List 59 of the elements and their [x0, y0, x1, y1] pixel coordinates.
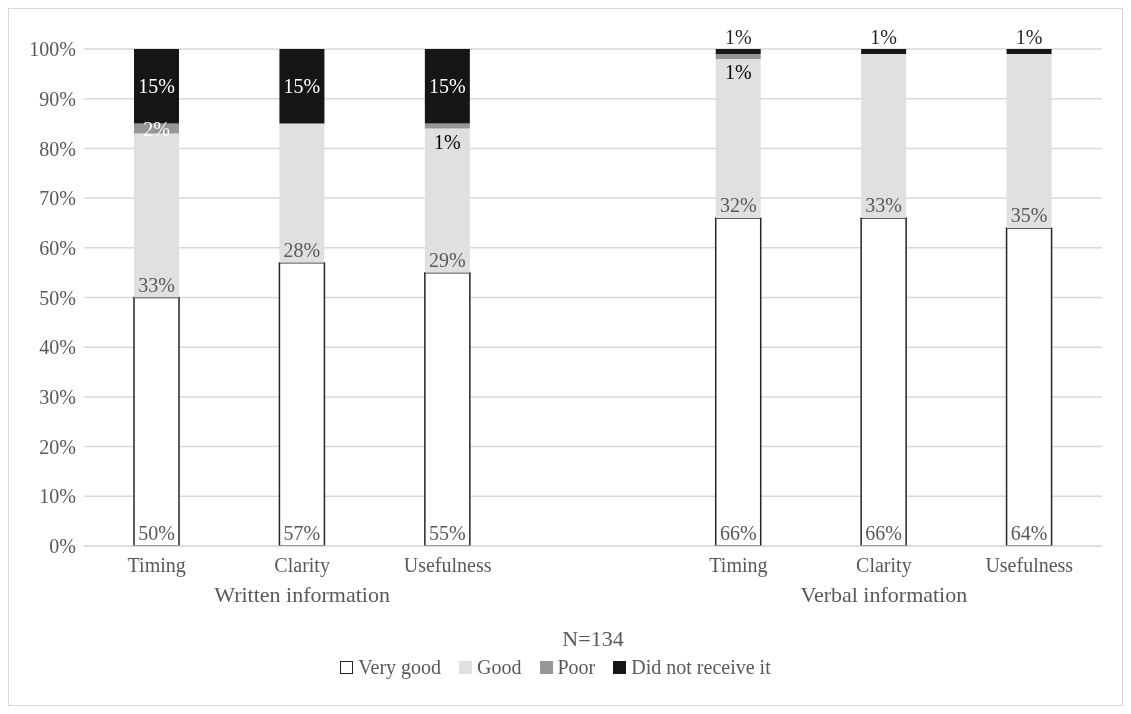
y-tick-label: 20% [39, 435, 76, 458]
legend-label: Poor [556, 656, 596, 679]
bar [279, 49, 325, 124]
data-label: 33% [865, 193, 902, 216]
data-label: 57% [283, 522, 321, 544]
y-tick-label: 60% [39, 236, 76, 259]
bar [278, 261, 326, 546]
data-label: 66% [865, 522, 902, 544]
bar [715, 53, 761, 59]
data-label: 29% [429, 248, 466, 271]
bar [424, 123, 470, 129]
x-tick-label: Timing [709, 554, 768, 577]
data-label: 28% [283, 238, 321, 261]
bar [424, 271, 471, 546]
data-label: 1% [434, 130, 461, 153]
bar [1005, 227, 1053, 546]
data-label: 32% [719, 193, 757, 216]
data-label: 2% [143, 117, 170, 140]
y-tick-label: 50% [39, 286, 76, 309]
data-label: 15% [283, 75, 321, 98]
legend-label: Good [476, 656, 522, 679]
x-tick-label: Timing [127, 554, 186, 577]
x-tick-label: Usefulness [403, 554, 492, 576]
data-label: 35% [1010, 203, 1048, 226]
data-label: 66% [719, 522, 757, 544]
data-label: 15% [138, 75, 175, 98]
data-label: 15% [429, 75, 466, 98]
data-label: 1% [870, 26, 897, 48]
bar [715, 49, 761, 54]
y-tick-label: 0% [49, 535, 76, 558]
y-tick-label: 80% [39, 137, 76, 160]
legend-label: Very good [357, 656, 442, 679]
data-label: 33% [138, 273, 175, 296]
text: Written information [214, 582, 390, 607]
bar [424, 49, 470, 124]
data-label: 50% [138, 522, 175, 544]
bar [1006, 49, 1052, 54]
data-label: 55% [429, 522, 466, 544]
y-tick-label: 10% [39, 485, 76, 508]
y-tick-label: 100% [29, 38, 76, 61]
x-tick-label: Clarity [856, 554, 912, 577]
data-label: 1% [724, 60, 752, 83]
y-tick-label: 30% [39, 386, 76, 408]
y-tick-label: 90% [39, 87, 76, 110]
bar [860, 217, 907, 546]
data-label: 1% [724, 26, 752, 48]
text: Verbal information [800, 582, 968, 607]
bar [861, 49, 907, 54]
y-tick-label: 70% [39, 187, 76, 210]
bar [133, 296, 180, 546]
x-tick-label: Usefulness [985, 554, 1074, 576]
x-axis-title: N=134 [562, 626, 624, 651]
x-tick-label: Clarity [274, 554, 330, 577]
data-label: 64% [1010, 522, 1048, 544]
y-tick-label: 40% [39, 336, 76, 359]
data-label: 1% [1015, 26, 1043, 48]
bar [134, 49, 179, 124]
bar [714, 217, 762, 546]
legend-label: Did not receive it [630, 656, 771, 679]
